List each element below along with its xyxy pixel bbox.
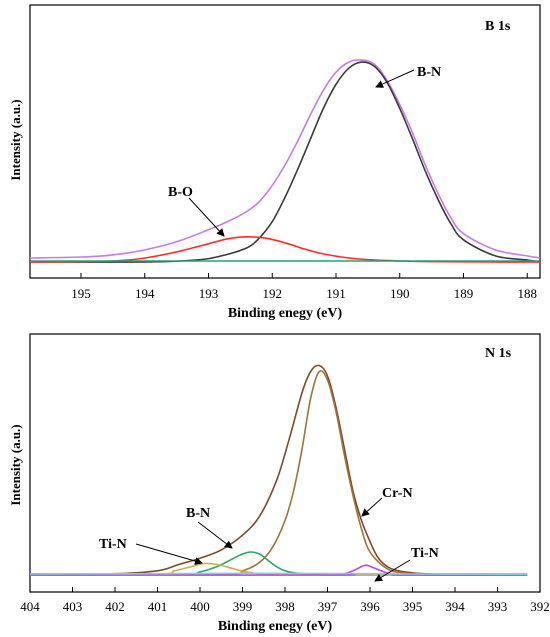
b-n-curve xyxy=(29,61,541,263)
annot-b-n-label: B-N xyxy=(417,65,441,80)
x-tick-label: 189 xyxy=(454,286,474,301)
x-tick-label: 401 xyxy=(148,599,168,614)
x-tick-label: 194 xyxy=(135,286,155,301)
annot-b-o-arrow xyxy=(188,197,225,237)
x-tick-label: 191 xyxy=(326,286,346,301)
b1s-x-axis-title: Binding enegy (eV) xyxy=(228,306,343,321)
x-tick-label: 396 xyxy=(360,599,380,614)
annot-b-o-label: B-O xyxy=(168,185,193,200)
x-tick-label: 192 xyxy=(263,286,283,301)
baseline-curve xyxy=(29,572,528,575)
n1s-plot-frame xyxy=(29,333,541,593)
n1s-y-axis-title: Intensity (a.u.) xyxy=(8,424,23,505)
n1s-x-ticks: 404 403 402 401 400 399 398 397 396 395 394 393 392 xyxy=(20,587,550,614)
b1s-x-ticks: 195 194 193 192 191 190 189 188 xyxy=(71,273,537,301)
annot-ti-n-right-arrow xyxy=(374,559,411,582)
x-tick-label: 400 xyxy=(190,599,210,614)
annot-b-n-arrow xyxy=(375,69,415,88)
x-tick-label: 395 xyxy=(403,599,423,614)
x-tick-label: 393 xyxy=(488,599,508,614)
x-tick-label: 195 xyxy=(71,286,91,301)
x-tick-label: 188 xyxy=(518,286,538,301)
b1s-panel-title: B 1s xyxy=(485,19,511,34)
b1s-plot-frame xyxy=(29,4,541,279)
x-tick-label: 397 xyxy=(318,599,338,614)
annot-b-n2-arrow xyxy=(197,521,233,549)
annot-ti-n-left-arrow xyxy=(135,543,203,565)
envelope-curve xyxy=(29,59,541,259)
x-tick-label: 402 xyxy=(105,599,125,614)
x-tick-label: 190 xyxy=(390,286,410,301)
x-tick-label: 392 xyxy=(530,599,550,614)
x-tick-label: 394 xyxy=(445,599,465,614)
n1s-panel-title: N 1s xyxy=(485,346,512,361)
annot-ti-n-right-label: Ti-N xyxy=(411,546,439,561)
x-tick-label: 398 xyxy=(275,599,295,614)
b1s-y-axis-title: Intensity (a.u.) xyxy=(8,99,23,180)
annot-cr-n-arrow xyxy=(361,497,383,517)
x-tick-label: 399 xyxy=(233,599,253,614)
annot-cr-n-label: Cr-N xyxy=(382,486,413,501)
b-n-curve xyxy=(29,551,528,576)
x-tick-label: 403 xyxy=(63,599,83,614)
b1s-panel: 195 194 193 192 191 190 189 188 B 1s Binding en… xyxy=(8,4,541,321)
x-tick-label: 193 xyxy=(199,286,219,301)
n1s-x-axis-title: Binding enegy (eV) xyxy=(218,619,333,634)
annot-b-n2-label: B-N xyxy=(186,506,210,521)
n1s-panel: 404 403 402 401 400 399 398 397 396 395 394 393 392 … xyxy=(8,333,550,634)
cr-n-curve xyxy=(29,370,528,576)
x-tick-label: 404 xyxy=(20,599,40,614)
annot-ti-n-left-label: Ti-N xyxy=(99,537,127,552)
b1s-curves xyxy=(29,59,541,263)
